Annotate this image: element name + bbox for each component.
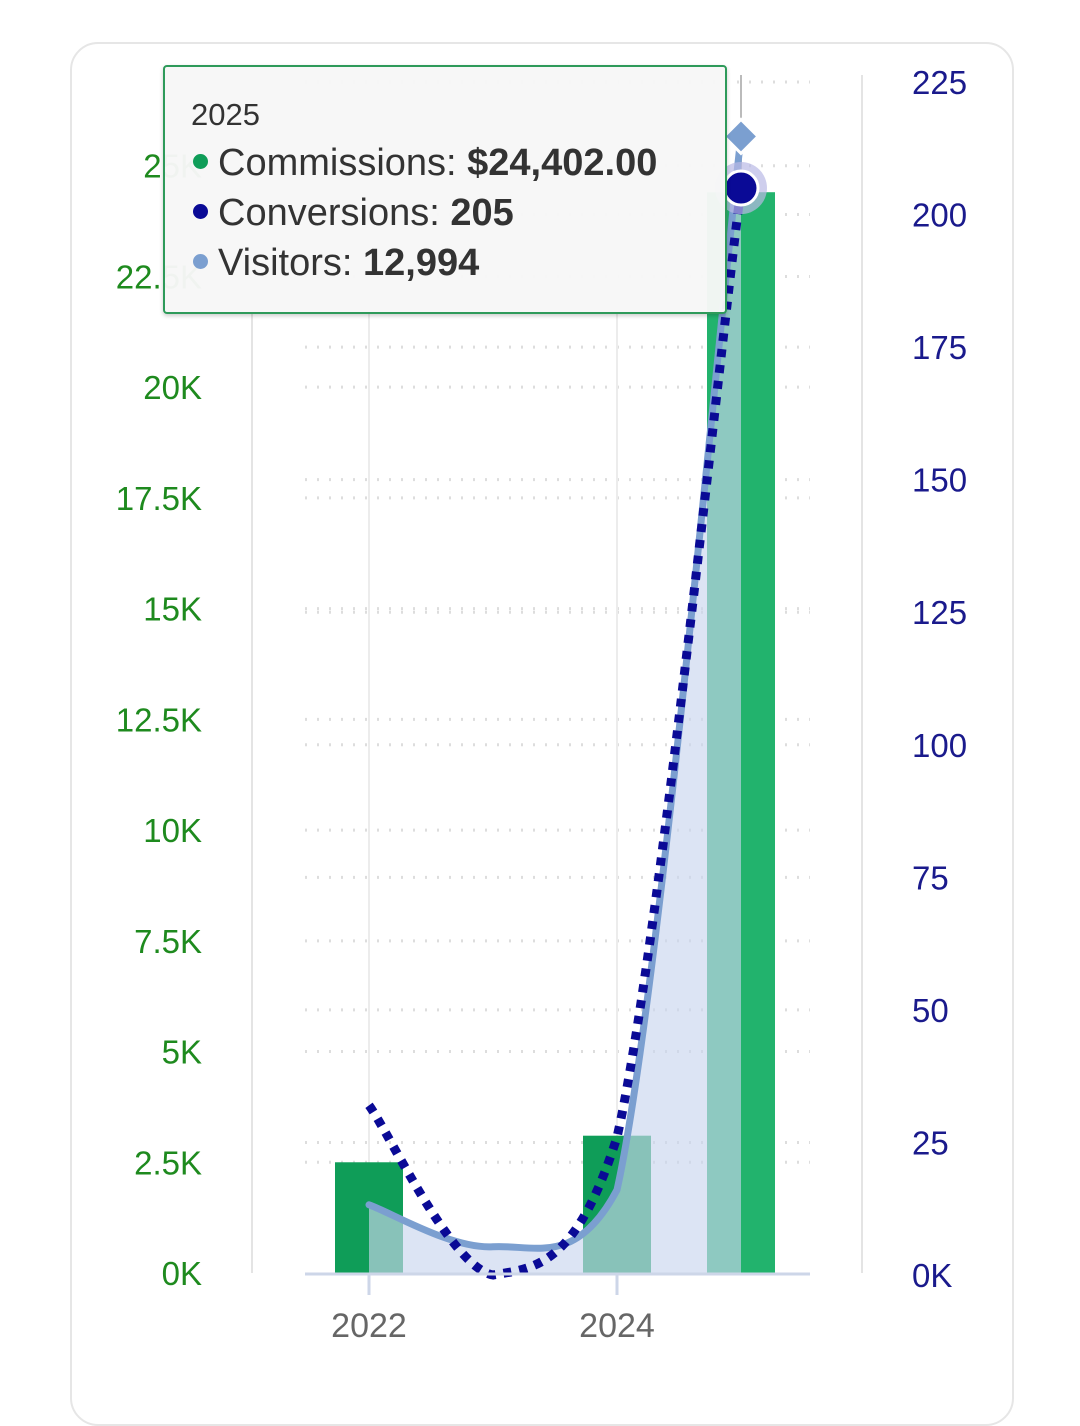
- left-axis-tick-label: 15K: [143, 591, 202, 628]
- tooltip-value: 205: [450, 192, 514, 234]
- left-axis-tick-label: 2.5K: [134, 1144, 202, 1181]
- left-axis-tick-label: 0K: [162, 1255, 202, 1292]
- chart-tooltip: 2025 Commissions: $24,402.00 Conversions…: [163, 65, 727, 314]
- visitors-dot-icon: [193, 254, 208, 270]
- right-axis-tick-label: 150: [912, 462, 967, 499]
- tooltip-row-conversions: Conversions: 205: [193, 192, 514, 235]
- left-axis-tick-label: 7.5K: [134, 923, 202, 960]
- right-axis-tick-label: 50: [912, 992, 949, 1029]
- right-axis-tick-label: 100: [912, 727, 967, 764]
- left-axis-tick-label: 12.5K: [116, 701, 202, 738]
- right-axis-tick-label: 25: [912, 1124, 949, 1161]
- visitors-area: [369, 136, 741, 1274]
- tooltip-row-visitors: Visitors: 12,994: [193, 242, 479, 285]
- tooltip-title: 2025: [191, 97, 260, 132]
- right-axis-tick-label: 200: [912, 197, 967, 234]
- tooltip-label: Visitors:: [218, 242, 364, 284]
- left-axis-tick-label: 5K: [162, 1034, 202, 1071]
- tooltip-row-commissions: Commissions: $24,402.00: [193, 142, 657, 185]
- visitors-point-marker: [721, 117, 761, 156]
- commissions-dot-icon: [193, 154, 208, 170]
- tooltip-value: 12,994: [363, 242, 480, 284]
- right-axis-tick-label: 125: [912, 594, 967, 631]
- right-axis-tick-label: 75: [912, 859, 949, 896]
- right-axis-tick-label: 225: [912, 64, 967, 101]
- tooltip-label: Commissions:: [218, 142, 468, 184]
- x-axis-tick-label: 2022: [331, 1307, 407, 1345]
- left-axis-tick-label: 17.5K: [116, 480, 202, 517]
- right-axis-tick-label: 175: [912, 329, 967, 366]
- tooltip-label: Conversions:: [218, 192, 451, 234]
- conversions-point-marker: [722, 169, 760, 207]
- left-axis-tick-label: 20K: [143, 369, 202, 406]
- x-axis-tick-label: 2024: [579, 1307, 655, 1345]
- tooltip-value: $24,402.00: [467, 142, 658, 184]
- conversions-dot-icon: [193, 204, 208, 220]
- left-axis-tick-label: 10K: [143, 812, 202, 849]
- right-axis-tick-label: 0K: [912, 1257, 952, 1294]
- combo-chart[interactable]: 0K2.5K5K7.5K10K12.5K15K17.5K20K22.5K25K0…: [0, 0, 1080, 1396]
